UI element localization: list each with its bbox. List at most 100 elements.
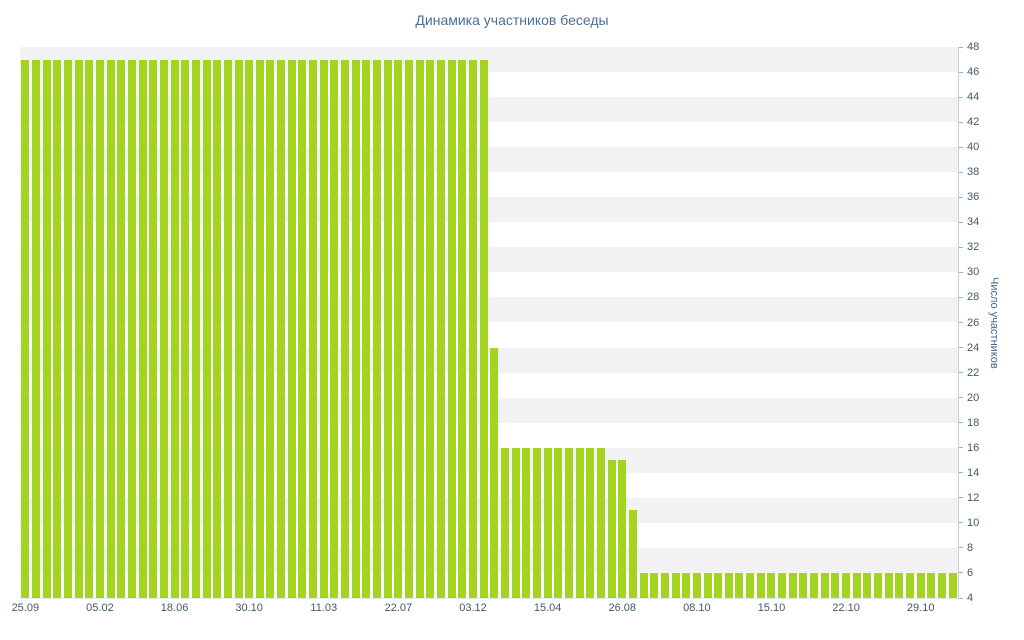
bar[interactable] [682,572,691,598]
bar[interactable] [543,447,552,598]
bar[interactable] [831,572,840,598]
bar[interactable] [532,447,541,598]
bar[interactable] [298,59,307,598]
bar[interactable] [703,572,712,598]
bar[interactable] [778,572,787,598]
y-axis-line [958,47,959,599]
bar[interactable] [223,59,232,598]
bar[interactable] [810,572,819,598]
y-tick-mark [959,96,963,98]
bar[interactable] [799,572,808,598]
bar[interactable] [74,59,83,598]
bar[interactable] [277,59,286,598]
bar[interactable] [405,59,414,598]
x-tick-label: 25.09 [11,602,40,614]
bar[interactable] [213,59,222,598]
bar[interactable] [650,572,659,598]
bar[interactable] [309,59,318,598]
bar[interactable] [927,572,936,598]
bar[interactable] [788,572,797,598]
bar[interactable] [95,59,104,598]
bar[interactable] [202,59,211,598]
bar[interactable] [53,59,62,598]
bar[interactable] [575,447,584,598]
bar[interactable] [863,572,872,598]
bar[interactable] [426,59,435,598]
bar[interactable] [287,59,296,598]
bar[interactable] [948,572,957,598]
bar[interactable] [170,59,179,598]
bar[interactable] [159,59,168,598]
bar[interactable] [938,572,946,598]
bar[interactable] [607,460,616,598]
bar[interactable] [916,572,925,598]
bar[interactable] [852,572,861,598]
bar[interactable] [330,59,339,598]
bar[interactable] [341,59,350,598]
bar[interactable] [874,572,883,598]
bar[interactable] [63,59,72,598]
bar[interactable] [596,447,605,598]
bar[interactable] [85,59,94,598]
bar[interactable] [746,572,755,598]
y-tick-mark [959,447,963,449]
bar[interactable] [554,447,563,598]
bar[interactable] [884,572,893,598]
bar[interactable] [181,59,190,598]
bar[interactable] [714,572,723,598]
bar[interactable] [692,572,701,598]
bar[interactable] [191,59,200,598]
bar[interactable] [724,572,733,598]
y-tick-mark [959,397,963,399]
y-tick-label: 42 [967,116,980,129]
y-tick-mark [959,547,963,549]
bar[interactable] [255,59,264,598]
bar[interactable] [756,572,765,598]
bar[interactable] [820,572,829,598]
bar[interactable] [586,447,595,598]
bar[interactable] [245,59,254,598]
bar[interactable] [671,572,680,598]
bar[interactable] [42,59,51,598]
bar[interactable] [458,59,467,598]
x-tick-label: 15.10 [757,602,786,614]
bar[interactable] [437,59,446,598]
bar[interactable] [31,59,40,598]
bar[interactable] [660,572,669,598]
bar[interactable] [490,347,499,598]
bar[interactable] [479,59,488,598]
bar[interactable] [149,59,158,598]
bar[interactable] [447,59,456,598]
bar[interactable] [415,59,424,598]
bar[interactable] [266,59,275,598]
bar[interactable] [127,59,136,598]
bar[interactable] [21,59,30,598]
bar[interactable] [639,572,648,598]
bar[interactable] [842,572,851,598]
bar[interactable] [138,59,147,598]
bar[interactable] [394,59,403,598]
bar[interactable] [522,447,531,598]
bar[interactable] [117,59,126,598]
bar[interactable] [564,447,573,598]
bar[interactable] [351,59,360,598]
bar[interactable] [469,59,477,598]
bar[interactable] [618,460,627,598]
bar[interactable] [906,572,915,598]
bar[interactable] [383,59,392,598]
y-tick-mark [959,347,963,349]
y-tick-label: 14 [967,466,980,479]
bar[interactable] [767,572,776,598]
y-tick-label: 32 [967,241,980,254]
bar[interactable] [362,59,371,598]
bar[interactable] [895,572,904,598]
bar[interactable] [106,59,115,598]
bar[interactable] [735,572,744,598]
y-tick-label: 16 [967,441,980,454]
bar[interactable] [511,447,520,598]
bar[interactable] [373,59,382,598]
bar[interactable] [234,59,243,598]
bar[interactable] [319,59,328,598]
bar[interactable] [500,447,509,598]
bar[interactable] [628,510,637,598]
